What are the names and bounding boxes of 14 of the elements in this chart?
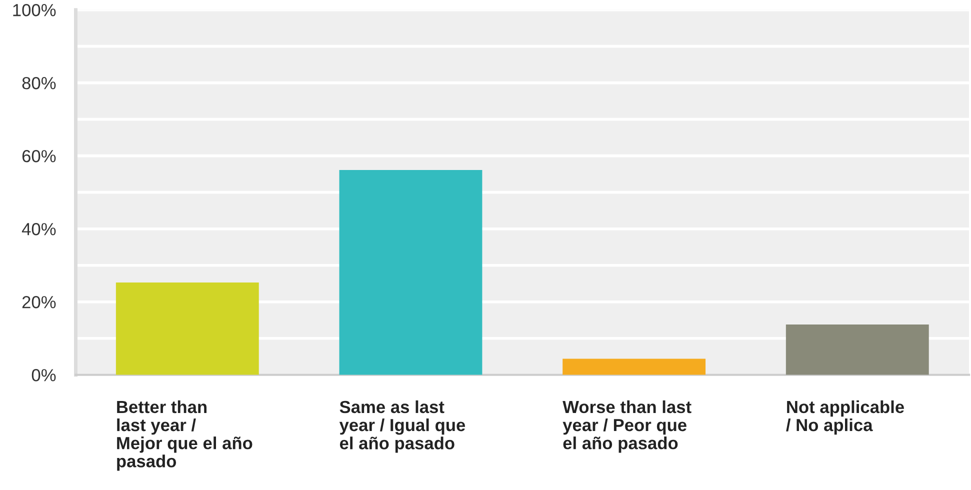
x-tick-label: Not applicable / No aplica bbox=[786, 400, 904, 435]
y-tick-label: 40% bbox=[22, 223, 56, 236]
bar bbox=[786, 324, 929, 375]
y-tick-label: 100% bbox=[13, 4, 56, 16]
y-tick-label: 80% bbox=[22, 76, 56, 90]
x-tick-label: Worse than last year / Peor que el año pasado bbox=[562, 400, 692, 453]
y-tick-label: 0% bbox=[32, 369, 56, 382]
y-tick-label: 20% bbox=[22, 296, 56, 308]
bar bbox=[339, 170, 482, 375]
bar bbox=[116, 282, 259, 375]
bar bbox=[562, 358, 706, 375]
x-tick-label: Better than last year / Mejor que el año pasado bbox=[117, 400, 252, 471]
x-tick-label: Same as last year / Igual que el año pasado bbox=[339, 400, 466, 453]
y-tick-label: 60% bbox=[22, 150, 56, 162]
